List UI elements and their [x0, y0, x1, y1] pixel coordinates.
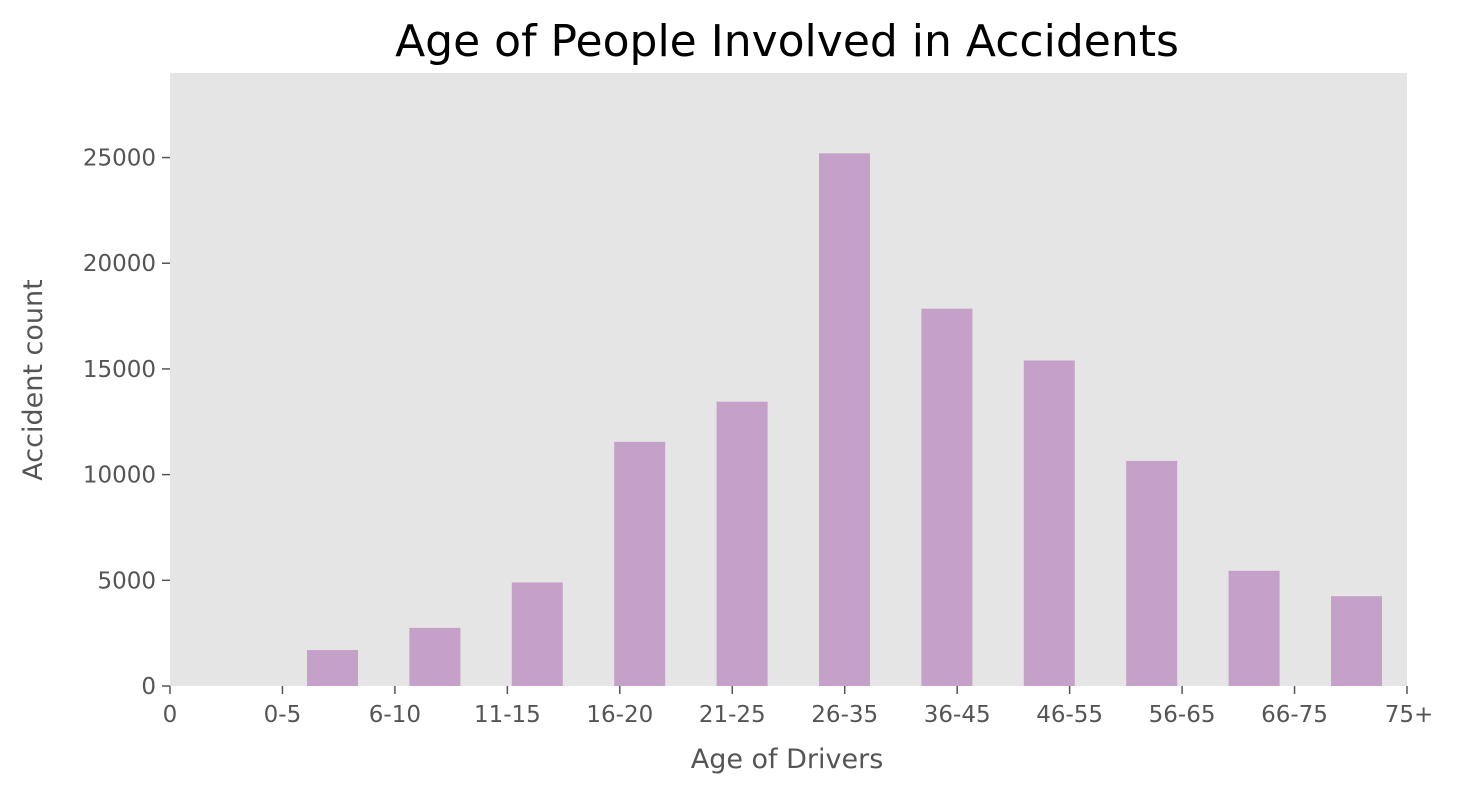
- x-tick-label: 16-20: [586, 702, 653, 728]
- y-tick-label: 10000: [83, 463, 156, 489]
- x-axis-label: Age of Drivers: [691, 744, 884, 775]
- x-tick-label: 26-35: [811, 702, 878, 728]
- x-tick-label: 0: [163, 702, 178, 728]
- chart-title: Age of People Involved in Accidents: [395, 16, 1179, 67]
- bar-7: [921, 308, 973, 686]
- bar-11: [1331, 596, 1382, 686]
- y-tick-label: 5000: [97, 568, 156, 594]
- bar-8: [1023, 360, 1075, 686]
- x-tick-label: 75+: [1385, 702, 1434, 728]
- bar-6: [819, 153, 870, 686]
- y-tick-label: 25000: [83, 146, 156, 172]
- y-tick-label: 20000: [83, 251, 156, 277]
- bar-10: [1228, 570, 1280, 686]
- x-axis: 0 0-5 6-10 11-15 16-20 21-25 26-35 36-45 46-55 56…: [163, 686, 1434, 728]
- bar-1: [307, 650, 358, 686]
- bar-2: [409, 627, 461, 686]
- x-tick-label: 56-65: [1149, 702, 1216, 728]
- x-tick-label: 11-15: [474, 702, 541, 728]
- plot-area: [170, 73, 1407, 686]
- x-tick-label: 46-55: [1036, 702, 1103, 728]
- bar-5: [716, 401, 768, 686]
- bar-3: [511, 582, 563, 686]
- y-axis: 0 5000 10000 15000 20000 25000: [83, 146, 170, 700]
- x-tick-label: 36-45: [924, 702, 991, 728]
- bar-9: [1126, 460, 1178, 686]
- y-tick-label: 15000: [83, 357, 156, 383]
- y-tick-label: 0: [141, 674, 156, 700]
- bar-4: [614, 441, 666, 686]
- x-tick-label: 66-75: [1261, 702, 1328, 728]
- y-axis-label: Accident count: [18, 279, 49, 480]
- bars-group: [307, 153, 1382, 686]
- x-tick-label: 21-25: [699, 702, 766, 728]
- x-tick-label: 0-5: [264, 702, 302, 728]
- x-tick-label: 6-10: [369, 702, 421, 728]
